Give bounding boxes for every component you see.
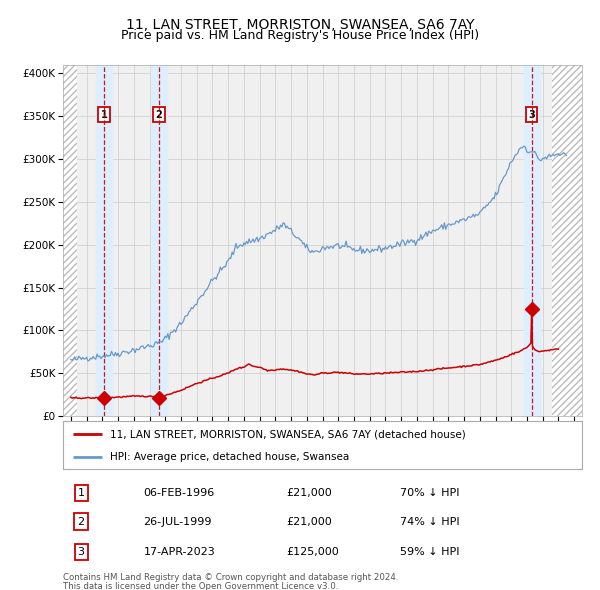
Bar [63,65,77,416]
Text: 70% ↓ HPI: 70% ↓ HPI [400,488,460,498]
Text: 1: 1 [77,488,85,498]
Text: £125,000: £125,000 [286,547,339,557]
Text: 06-FEB-1996: 06-FEB-1996 [143,488,215,498]
Bar [524,65,539,416]
Bar [96,65,112,416]
Text: 11, LAN STREET, MORRISTON, SWANSEA, SA6 7AY (detached house): 11, LAN STREET, MORRISTON, SWANSEA, SA6 … [110,429,466,439]
Text: 2: 2 [155,110,163,120]
Text: Contains HM Land Registry data © Crown copyright and database right 2024.: Contains HM Land Registry data © Crown c… [63,573,398,582]
Text: 17-APR-2023: 17-APR-2023 [143,547,215,557]
Text: 1: 1 [101,110,107,120]
Text: £21,000: £21,000 [286,517,332,526]
Text: £21,000: £21,000 [286,488,332,498]
Text: 74% ↓ HPI: 74% ↓ HPI [400,517,460,526]
Text: HPI: Average price, detached house, Swansea: HPI: Average price, detached house, Swan… [110,452,349,462]
Bar [151,65,167,416]
Text: Price paid vs. HM Land Registry's House Price Index (HPI): Price paid vs. HM Land Registry's House … [121,30,479,42]
Text: This data is licensed under the Open Government Licence v3.0.: This data is licensed under the Open Gov… [63,582,338,590]
Bar [552,65,582,416]
Text: 26-JUL-1999: 26-JUL-1999 [143,517,212,526]
Text: 11, LAN STREET, MORRISTON, SWANSEA, SA6 7AY: 11, LAN STREET, MORRISTON, SWANSEA, SA6 … [126,18,474,32]
Text: 2: 2 [77,517,85,526]
Text: 59% ↓ HPI: 59% ↓ HPI [400,547,460,557]
Text: 3: 3 [528,110,535,120]
Text: 3: 3 [77,547,85,557]
